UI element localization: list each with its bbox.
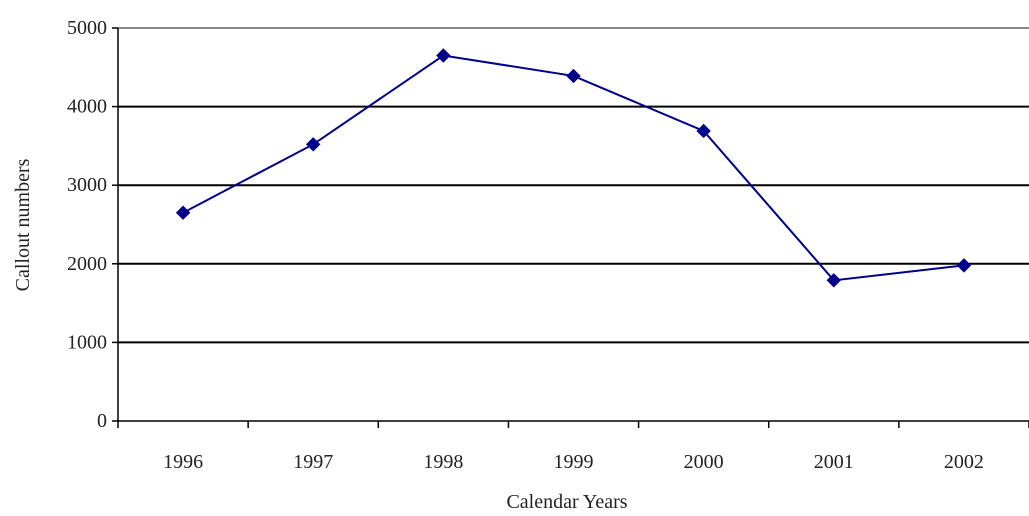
x-tick-label: 1998 (423, 451, 463, 473)
data-point-marker (826, 273, 841, 288)
data-point-marker (566, 68, 581, 84)
y-axis-ticks: 0 1000 2000 3000 4000 5000 (67, 17, 118, 432)
y-axis-title: Callout numbers (12, 158, 34, 291)
x-tick-label: 1996 (163, 451, 203, 473)
y-tick-label: 5000 (67, 17, 107, 39)
x-axis-ticks: 1996 1997 1998 1999 2000 2001 2002 (117, 421, 1029, 473)
data-point-marker (306, 137, 321, 152)
y-tick-label: 3000 (67, 174, 107, 196)
gridlines (118, 27, 1029, 344)
data-point-marker (175, 205, 191, 220)
y-tick-label: 1000 (67, 331, 107, 353)
x-tick-label: 2002 (944, 451, 984, 473)
data-point-marker (436, 48, 451, 63)
x-tick-label: 2000 (684, 451, 724, 473)
y-tick-label: 0 (97, 410, 107, 432)
series-line (182, 54, 965, 282)
x-tick-label: 1997 (293, 451, 333, 473)
axes (117, 28, 1029, 422)
x-tick-label: 2001 (814, 451, 854, 473)
y-tick-label: 2000 (67, 253, 107, 275)
x-axis-title: Calendar Years (506, 491, 627, 513)
data-point-marker (696, 123, 711, 139)
data-point-marker (956, 258, 972, 273)
x-tick-label: 1999 (554, 451, 594, 473)
y-tick-label: 4000 (67, 96, 107, 118)
series-group (175, 48, 972, 288)
